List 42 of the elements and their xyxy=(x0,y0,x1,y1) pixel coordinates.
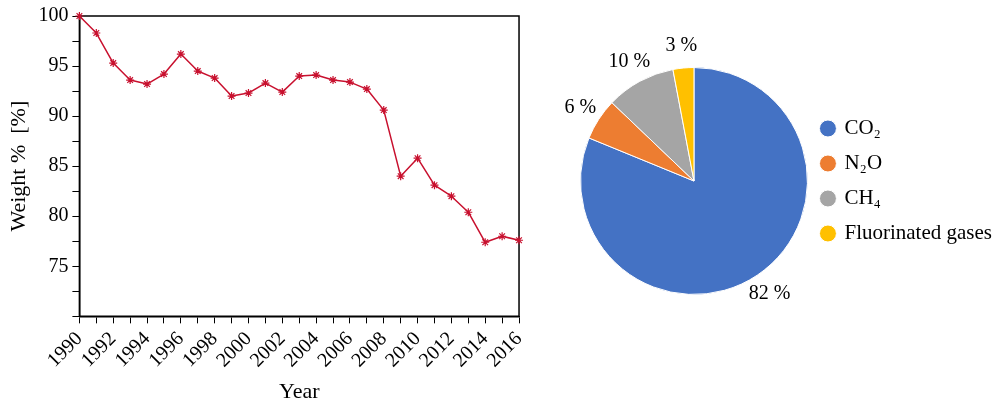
y-tick-label: 95 xyxy=(48,53,69,76)
point xyxy=(159,69,169,79)
y-tick-label: 80 xyxy=(48,203,69,226)
point xyxy=(497,231,507,241)
legend-label: CO₂ xyxy=(844,115,881,140)
y-axis-title: Weight % [%] xyxy=(4,100,30,232)
point xyxy=(260,78,270,88)
point xyxy=(193,66,203,76)
point xyxy=(328,75,338,85)
point xyxy=(514,235,524,245)
point xyxy=(463,207,473,217)
y-tick-label: 90 xyxy=(48,103,69,126)
point xyxy=(91,28,101,38)
point xyxy=(294,71,304,81)
point xyxy=(412,153,423,163)
point xyxy=(480,237,490,247)
point xyxy=(243,88,254,98)
legend-label: Fluorinated gases xyxy=(844,220,993,245)
point xyxy=(108,58,118,68)
point xyxy=(396,171,406,181)
point xyxy=(277,87,287,97)
point xyxy=(345,77,355,87)
legend-label: CH₄ xyxy=(844,185,881,210)
data-label: 6 % xyxy=(564,94,597,117)
point xyxy=(210,73,220,83)
y-tick-label: 100 xyxy=(38,3,69,26)
legend-label: N₂O xyxy=(844,150,883,175)
y-tick-label: 75 xyxy=(48,253,69,276)
x-axis-title: Year xyxy=(278,377,321,403)
point xyxy=(446,191,456,201)
data-label: 3 % xyxy=(665,33,698,56)
point xyxy=(176,49,186,59)
point xyxy=(362,84,372,94)
point xyxy=(311,70,321,80)
point xyxy=(226,91,237,101)
data-label: 82 % xyxy=(748,280,791,303)
point xyxy=(125,75,135,85)
point xyxy=(429,180,440,190)
point xyxy=(142,79,152,89)
point xyxy=(379,105,389,115)
data-label: 10 % xyxy=(608,49,651,72)
y-tick-label: 85 xyxy=(48,153,69,176)
